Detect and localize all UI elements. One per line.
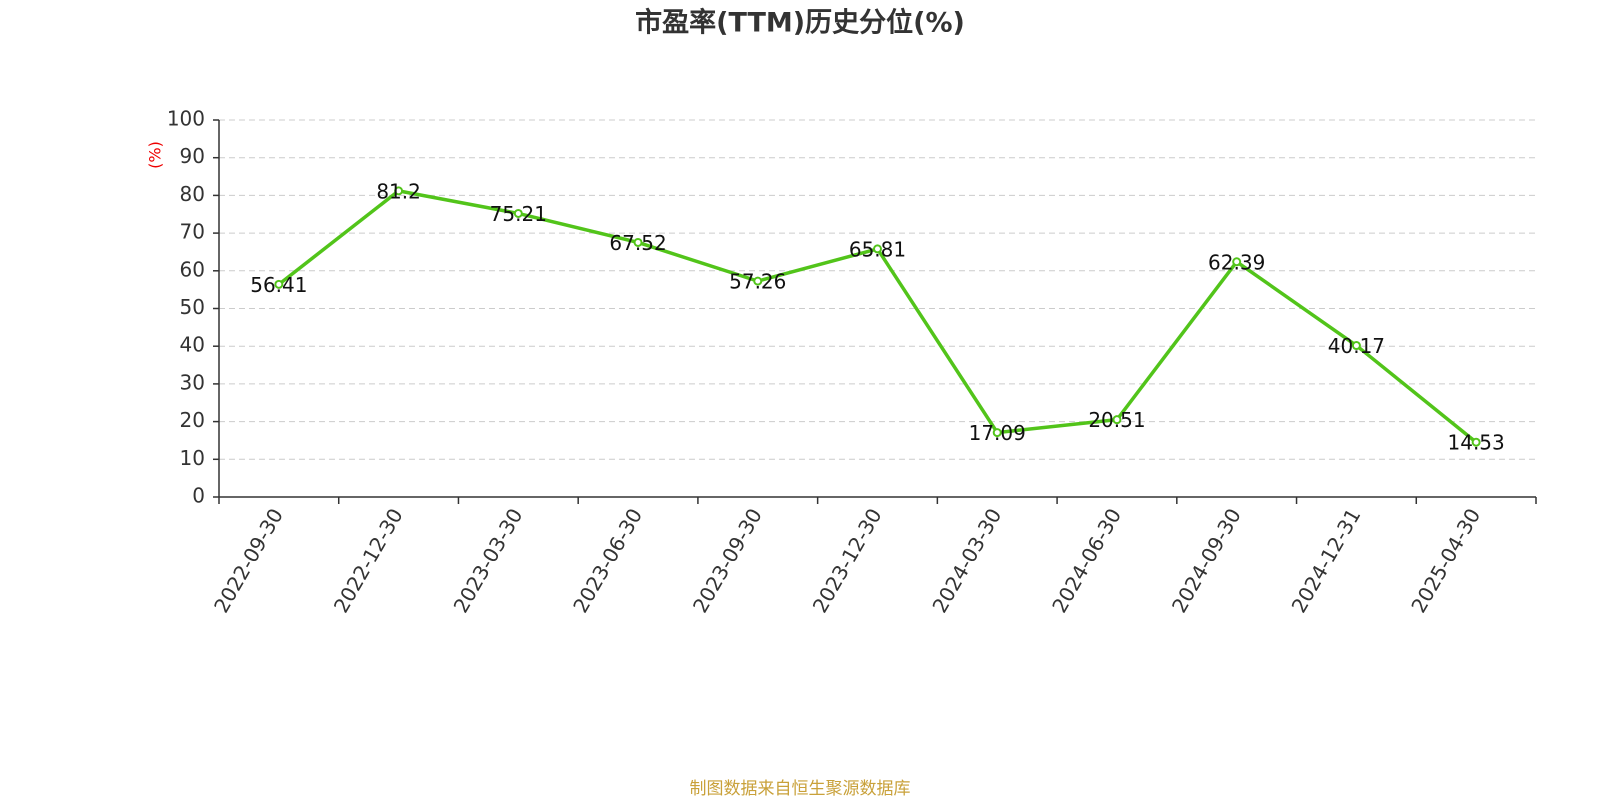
y-tick-label: 40 [180,333,205,357]
data-label: 14.53 [1448,431,1505,455]
chart-title: 市盈率(TTM)历史分位(%) [635,7,965,39]
data-point [274,279,284,289]
y-tick-label: 20 [180,408,205,432]
source-note: 制图数据来自恒生聚源数据库 [690,779,911,799]
data-label: 40.17 [1328,334,1385,358]
data-label: 20.51 [1088,408,1145,432]
x-tick-label: 2024-03-30 [927,504,1006,617]
data-point [992,428,1002,438]
y-tick-label: 90 [180,144,205,168]
y-tick-label: 80 [180,182,205,206]
data-point [513,208,523,218]
x-tick-label: 2022-12-30 [329,504,408,617]
data-point [394,186,404,196]
data-label: 62.39 [1208,250,1265,274]
y-axis-label: (%) [146,141,165,169]
data-label: 56.41 [250,273,307,297]
x-tick-label: 2023-12-30 [808,504,887,617]
y-tick-label: 70 [180,220,205,244]
x-tick-label: 2023-03-30 [449,504,528,617]
x-tick-label: 2023-09-30 [688,504,767,617]
y-tick-label: 60 [180,257,205,281]
data-point [1232,257,1242,267]
data-label: 65.81 [849,237,906,261]
y-tick-label: 10 [180,446,205,470]
data-point [1351,341,1361,351]
y-tick-label: 30 [180,370,205,394]
data-point [1471,437,1481,447]
y-tick-label: 100 [167,107,205,131]
data-label: 75.21 [490,202,547,226]
x-tick-label: 2024-09-30 [1167,504,1246,617]
x-tick-label: 2022-09-30 [209,504,288,617]
data-point [633,237,643,247]
data-label: 81.2 [376,179,421,203]
data-label: 17.09 [969,421,1026,445]
x-tick-label: 2025-04-30 [1406,504,1485,617]
data-line [277,189,1478,444]
x-tick-label: 2024-12-31 [1287,504,1366,617]
y-tick-label: 0 [192,484,205,508]
data-label: 57.26 [729,270,786,294]
data-label: 67.52 [609,231,666,255]
data-point [1112,415,1122,425]
x-tick-label: 2023-06-30 [568,504,647,617]
x-tick-label: 2024-06-30 [1047,504,1126,617]
data-point [753,276,763,286]
y-tick-label: 50 [180,295,205,319]
data-point [873,244,882,254]
